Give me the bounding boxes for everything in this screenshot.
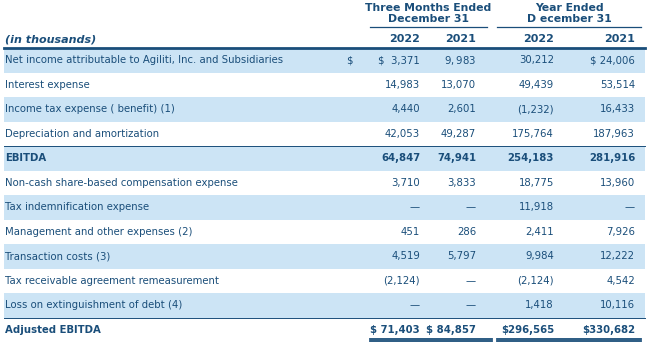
Text: 3,710: 3,710 <box>391 178 420 188</box>
Text: December 31: December 31 <box>388 14 469 24</box>
Text: $ 71,403: $ 71,403 <box>371 325 420 335</box>
Bar <box>4 0 645 48</box>
Text: (in thousands): (in thousands) <box>5 34 96 44</box>
Text: Loss on extinguishment of debt (4): Loss on extinguishment of debt (4) <box>5 300 182 310</box>
Text: 42,053: 42,053 <box>385 129 420 139</box>
Text: 2,411: 2,411 <box>526 227 554 237</box>
Bar <box>4 146 645 171</box>
Text: 53,514: 53,514 <box>600 80 635 90</box>
Text: 286: 286 <box>457 227 476 237</box>
Bar <box>4 195 645 219</box>
Text: —: — <box>625 202 635 212</box>
Text: Income tax expense ( benefit) (1): Income tax expense ( benefit) (1) <box>5 104 175 114</box>
Text: 9,984: 9,984 <box>525 251 554 261</box>
Text: —: — <box>466 276 476 286</box>
Text: Depreciation and amortization: Depreciation and amortization <box>5 129 159 139</box>
Bar <box>4 268 645 293</box>
Text: 2,601: 2,601 <box>447 104 476 114</box>
Text: (2,124): (2,124) <box>384 276 420 286</box>
Text: (1,232): (1,232) <box>517 104 554 114</box>
Bar <box>4 244 645 268</box>
Text: 451: 451 <box>400 227 420 237</box>
Text: $296,565: $296,565 <box>501 325 554 335</box>
Bar <box>4 97 645 121</box>
Text: —: — <box>410 300 420 310</box>
Text: $  3,371: $ 3,371 <box>378 55 420 65</box>
Text: $330,682: $330,682 <box>582 325 635 335</box>
Bar <box>4 171 645 195</box>
Bar <box>4 121 645 146</box>
Text: 254,183: 254,183 <box>508 153 554 163</box>
Text: 281,916: 281,916 <box>589 153 635 163</box>
Text: —: — <box>410 202 420 212</box>
Text: 4,519: 4,519 <box>391 251 420 261</box>
Text: Year Ended: Year Ended <box>535 3 604 13</box>
Text: 74,941: 74,941 <box>437 153 476 163</box>
Text: 2021: 2021 <box>445 34 476 44</box>
Text: Management and other expenses (2): Management and other expenses (2) <box>5 227 193 237</box>
Text: 187,963: 187,963 <box>593 129 635 139</box>
Text: Interest expense: Interest expense <box>5 80 90 90</box>
Text: $ 84,857: $ 84,857 <box>426 325 476 335</box>
Text: 18,775: 18,775 <box>519 178 554 188</box>
Text: Transaction costs (3): Transaction costs (3) <box>5 251 110 261</box>
Text: Net income attributable to Agiliti, Inc. and Subsidiaries: Net income attributable to Agiliti, Inc.… <box>5 55 283 65</box>
Text: 4,440: 4,440 <box>391 104 420 114</box>
Text: 12,222: 12,222 <box>600 251 635 261</box>
Text: Non-cash share-based compensation expense: Non-cash share-based compensation expens… <box>5 178 238 188</box>
Text: $: $ <box>347 55 353 65</box>
Text: 2021: 2021 <box>604 34 635 44</box>
Bar <box>4 293 645 318</box>
Text: 175,764: 175,764 <box>512 129 554 139</box>
Bar <box>4 48 645 73</box>
Text: —: — <box>466 300 476 310</box>
Text: 3,833: 3,833 <box>447 178 476 188</box>
Text: 14,983: 14,983 <box>385 80 420 90</box>
Text: Adjusted EBITDA: Adjusted EBITDA <box>5 325 101 335</box>
Text: 1,418: 1,418 <box>526 300 554 310</box>
Text: 7,926: 7,926 <box>606 227 635 237</box>
Text: Three Months Ended: Three Months Ended <box>365 3 492 13</box>
Text: 13,960: 13,960 <box>600 178 635 188</box>
Bar <box>4 219 645 244</box>
Text: 2022: 2022 <box>523 34 554 44</box>
Text: 13,070: 13,070 <box>441 80 476 90</box>
Text: 10,116: 10,116 <box>600 300 635 310</box>
Text: 16,433: 16,433 <box>600 104 635 114</box>
Text: 30,212: 30,212 <box>519 55 554 65</box>
Text: 5,797: 5,797 <box>447 251 476 261</box>
Text: —: — <box>466 202 476 212</box>
Text: D ecember 31: D ecember 31 <box>526 14 611 24</box>
Text: $ 24,006: $ 24,006 <box>590 55 635 65</box>
Text: Tax receivable agreement remeasurement: Tax receivable agreement remeasurement <box>5 276 219 286</box>
Text: 2022: 2022 <box>389 34 420 44</box>
Bar <box>4 318 645 342</box>
Text: (2,124): (2,124) <box>517 276 554 286</box>
Text: 49,439: 49,439 <box>519 80 554 90</box>
Text: 49,287: 49,287 <box>441 129 476 139</box>
Text: EBITDA: EBITDA <box>5 153 46 163</box>
Text: 64,847: 64,847 <box>381 153 420 163</box>
Text: $  9,983 $: $ 9,983 $ <box>444 54 476 67</box>
Text: 11,918: 11,918 <box>519 202 554 212</box>
Bar <box>4 73 645 97</box>
Text: Tax indemnification expense: Tax indemnification expense <box>5 202 149 212</box>
Text: 4,542: 4,542 <box>606 276 635 286</box>
